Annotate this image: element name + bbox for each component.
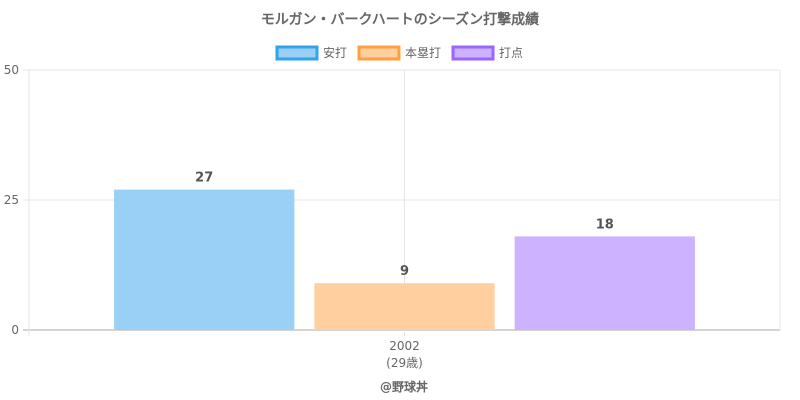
legend-item-1[interactable]: 安打 <box>275 45 347 61</box>
data-label: 9 <box>400 264 409 279</box>
bars <box>114 189 695 330</box>
y-axis: 0 25 50 <box>4 63 19 337</box>
y-tick-label: 0 <box>11 323 19 337</box>
y-tick-label: 25 <box>4 193 19 207</box>
legend-item-3[interactable]: 打点 <box>451 45 523 61</box>
legend-item-2[interactable]: 本塁打 <box>357 45 441 61</box>
data-labels: 27 9 18 <box>195 171 614 280</box>
x-tick-label: 2002 <box>389 339 420 353</box>
chart-title: モルガン・バークハートのシーズン打撃成績 <box>261 11 539 28</box>
legend-swatch <box>275 45 319 61</box>
credit-label: @野球丼 <box>380 379 428 394</box>
x-axis: 2002 (29歳) <box>386 339 423 370</box>
legend-label: 打点 <box>499 46 523 60</box>
legend-label: 本塁打 <box>405 46 441 60</box>
data-label: 18 <box>596 217 614 232</box>
legend: 安打 本塁打 打点 <box>275 45 523 61</box>
data-label: 27 <box>195 171 213 186</box>
y-tick-label: 50 <box>4 63 19 77</box>
x-tick-sublabel: (29歳) <box>386 356 423 370</box>
legend-swatch <box>357 45 401 61</box>
bar-1 <box>114 189 295 330</box>
bar-2 <box>314 283 495 330</box>
bar-3 <box>514 236 695 330</box>
legend-label: 安打 <box>323 45 347 60</box>
legend-swatch <box>451 45 495 61</box>
